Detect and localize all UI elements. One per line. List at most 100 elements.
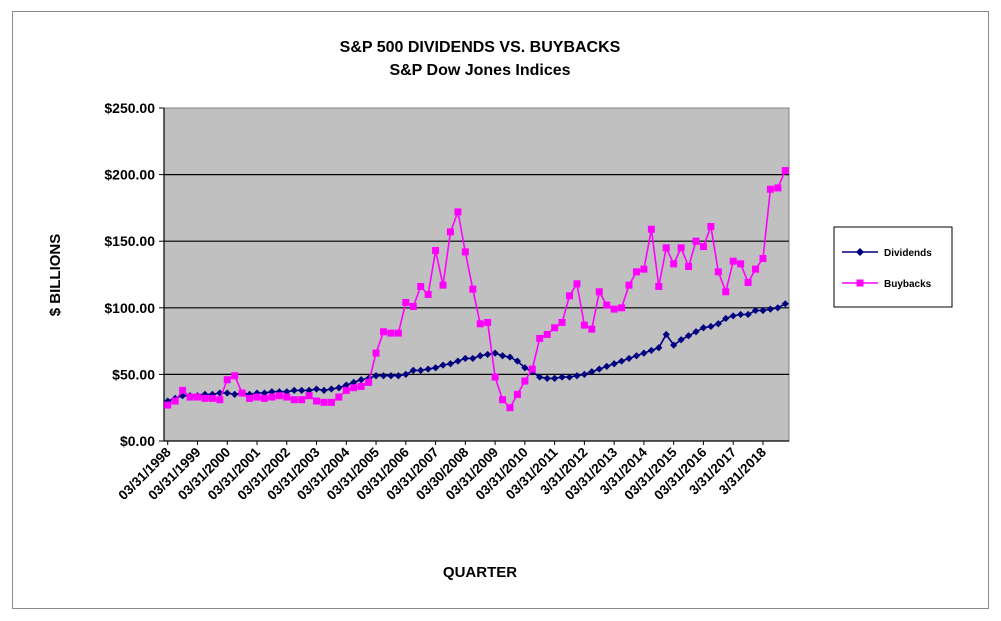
buybacks-point: [357, 382, 365, 390]
buybacks-point: [729, 257, 737, 265]
y-tick-label: $50.00: [112, 366, 155, 382]
buybacks-point: [305, 392, 313, 400]
buybacks-point: [685, 263, 693, 271]
buybacks-point: [179, 386, 187, 394]
buybacks-point: [164, 401, 172, 409]
dividends-point: [179, 392, 187, 400]
buybacks-point: [774, 184, 782, 192]
dividends-point: [699, 324, 708, 332]
dividends-point: [298, 386, 306, 394]
buybacks-point: [327, 398, 335, 406]
dividends-point: [655, 344, 663, 352]
dividends-point: [290, 386, 298, 394]
dividends-point: [729, 312, 737, 320]
buybacks-point: [744, 278, 752, 286]
dividends-point: [774, 304, 782, 312]
dividends-point: [164, 397, 172, 405]
buybacks-point: [394, 329, 402, 337]
buybacks-point: [484, 318, 492, 326]
x-axis-label: QUARTER: [443, 564, 517, 581]
y-axis-ticks: $0.00 $50.00 $100.00 $150.00 $200.00 $250.00: [104, 100, 789, 449]
dividends-point: [506, 353, 514, 361]
dividends-point: [476, 352, 484, 360]
buybacks-point: [588, 325, 596, 333]
buybacks-point: [766, 185, 774, 193]
buybacks-point: [528, 365, 536, 373]
dividends-point: [714, 320, 722, 328]
dividends-point: [350, 378, 358, 386]
buybacks-point: [238, 389, 246, 397]
buybacks-point: [350, 384, 358, 392]
legend-marker-dividends: [856, 248, 864, 256]
dividends-point: [565, 373, 574, 381]
dividends-point: [536, 373, 544, 381]
buybacks-point: [670, 260, 678, 268]
buybacks-point: [781, 167, 789, 175]
dividends-point: [751, 306, 760, 315]
buybacks-point: [580, 321, 588, 329]
dividends-point: [610, 360, 618, 368]
legend-box: [833, 226, 953, 308]
dividends-point: [283, 388, 291, 396]
buybacks-point: [461, 248, 469, 256]
dividends-point: [223, 389, 231, 397]
dividends-point: [722, 314, 730, 323]
dividends-point: [744, 310, 752, 319]
dividends-point: [766, 305, 774, 313]
dividends-point: [469, 354, 477, 363]
buybacks-point: [536, 334, 544, 342]
buybacks-point: [692, 237, 700, 245]
dividends-point: [431, 364, 440, 372]
dividends-point: [603, 362, 611, 371]
buybacks-point: [513, 390, 521, 398]
dividends-point: [632, 352, 641, 360]
legend-marker-buybacks: [856, 279, 864, 287]
buybacks-point: [707, 223, 715, 231]
y-tick-label: $0.00: [120, 433, 155, 449]
dividends-point: [305, 386, 313, 394]
dividends-point: [335, 384, 343, 392]
y-tick-label: $250.00: [104, 100, 155, 116]
buybacks-point: [320, 398, 328, 406]
dividends-point: [424, 365, 432, 373]
buybacks-point: [246, 394, 254, 402]
dividends-point: [394, 372, 402, 380]
dividends-point: [573, 372, 581, 380]
buybacks-point: [298, 396, 306, 404]
dividends-point: [372, 372, 380, 380]
buybacks-point: [722, 288, 730, 296]
dividends-point: [409, 366, 417, 375]
buybacks-point: [647, 225, 655, 233]
dividends-point: [379, 372, 388, 380]
dividends-point: [617, 357, 626, 365]
dividends-point: [684, 332, 693, 340]
buybacks-point: [573, 280, 581, 288]
buybacks-point: [171, 397, 179, 405]
buybacks-point: [454, 208, 462, 216]
buybacks-point: [439, 281, 447, 289]
buybacks-point: [506, 404, 514, 412]
legend-label-buybacks: Buybacks: [884, 279, 932, 290]
dividends-point: [268, 388, 276, 396]
dividends-point: [737, 310, 745, 319]
dividends-point: [498, 352, 507, 360]
buybacks-point: [223, 376, 231, 384]
buybacks-point: [543, 330, 551, 338]
buybacks-point: [260, 394, 268, 402]
dividends-point: [402, 370, 410, 378]
y-axis-label: $ BILLIONS: [47, 234, 64, 317]
dividends-point: [513, 357, 522, 365]
buybacks-point: [335, 393, 343, 401]
buybacks-point: [409, 302, 417, 310]
buybacks-point: [432, 247, 440, 255]
buybacks-point: [566, 292, 574, 300]
buybacks-point: [283, 393, 291, 401]
dividends-point: [521, 364, 529, 372]
dividends-point: [216, 389, 224, 397]
buybacks-point: [216, 396, 224, 404]
y-tick-label: $100.00: [104, 300, 155, 316]
dividends-point: [387, 372, 395, 380]
buybacks-point: [379, 328, 387, 336]
y-tick-label: $200.00: [104, 167, 155, 183]
dividends-point: [439, 361, 447, 369]
